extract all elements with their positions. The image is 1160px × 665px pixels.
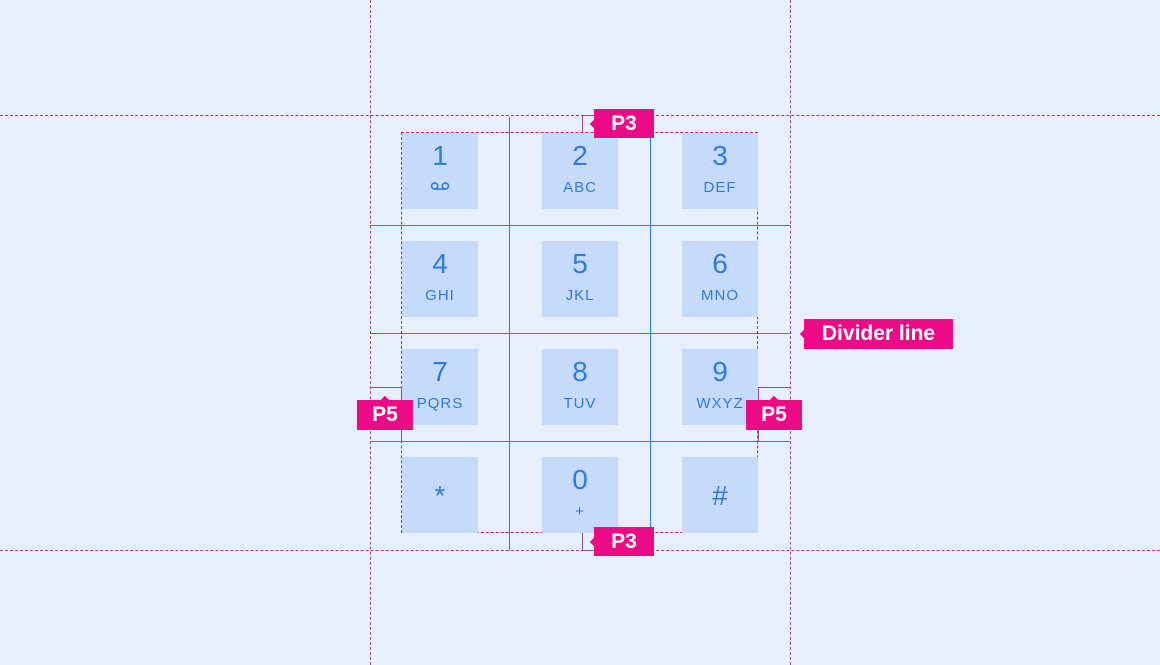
divider-line-annotation: Divider line: [804, 319, 953, 349]
left-guide-line: [370, 0, 371, 665]
key-digit: 9: [712, 356, 728, 387]
key-letters: GHI: [425, 287, 455, 304]
key-letters: WXYZ: [696, 395, 744, 412]
key-letters: PQRS: [416, 395, 464, 412]
key-6[interactable]: 6 MNO: [682, 241, 758, 317]
key-8[interactable]: 8 TUV: [542, 349, 618, 425]
divider-horizontal-2: [370, 333, 790, 334]
key-letters: DEF: [703, 179, 737, 196]
right-guide-line: [790, 0, 791, 665]
key-digit: 4: [432, 248, 448, 279]
key-letters: ABC: [563, 179, 597, 196]
p3-bottom-bracket: [582, 533, 594, 551]
key-3[interactable]: 3 DEF: [682, 133, 758, 209]
p5-right-annotation: P5: [746, 400, 802, 430]
p3-top-annotation: P3: [594, 109, 654, 138]
key-digit: 7: [432, 356, 448, 387]
key-2[interactable]: 2 ABC: [542, 133, 618, 209]
p5-left-annotation: P5: [357, 400, 413, 430]
key-digit: 3: [712, 140, 728, 171]
key-0[interactable]: 0 +: [542, 457, 618, 533]
key-digit: 6: [712, 248, 728, 279]
voicemail-icon: [392, 179, 488, 197]
key-digit: 5: [572, 248, 588, 279]
key-digit: 8: [572, 356, 588, 387]
p3-bottom-annotation: P3: [594, 527, 654, 556]
divider-horizontal-1: [370, 225, 790, 226]
top-guide-line: [0, 115, 1160, 116]
key-pound[interactable]: #: [682, 457, 758, 533]
key-digit: *: [434, 480, 446, 511]
key-letters: TUV: [563, 395, 597, 412]
key-digit: 1: [432, 140, 448, 171]
key-7[interactable]: 7 PQRS: [402, 349, 478, 425]
key-digit: 0: [572, 464, 588, 495]
divider-horizontal-3: [370, 441, 790, 442]
bottom-guide-line: [0, 550, 1160, 551]
p3-top-bracket: [582, 115, 594, 133]
key-digit: #: [712, 480, 728, 511]
key-digit: 2: [572, 140, 588, 171]
key-letters: MNO: [701, 287, 739, 304]
key-letters: JKL: [565, 287, 595, 304]
key-5[interactable]: 5 JKL: [542, 241, 618, 317]
key-star[interactable]: *: [402, 457, 478, 533]
key-letters: +: [575, 503, 585, 520]
key-1[interactable]: 1: [402, 133, 478, 209]
key-4[interactable]: 4 GHI: [402, 241, 478, 317]
